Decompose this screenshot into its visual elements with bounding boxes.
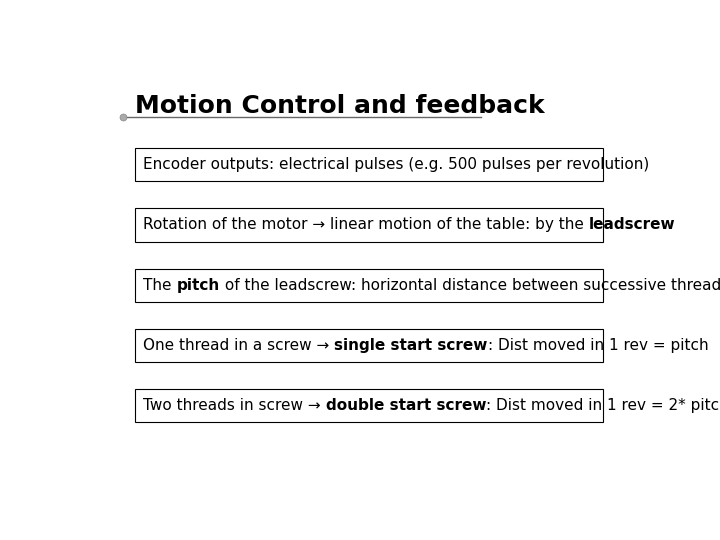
Text: double start screw: double start screw — [325, 399, 486, 413]
Text: single start screw: single start screw — [334, 338, 487, 353]
Text: : Dist moved in 1 rev = pitch: : Dist moved in 1 rev = pitch — [487, 338, 708, 353]
Text: leadscrew: leadscrew — [589, 218, 675, 232]
Text: The: The — [143, 278, 176, 293]
Text: Encoder outputs: electrical pulses (e.g. 500 pulses per revolution): Encoder outputs: electrical pulses (e.g.… — [143, 157, 649, 172]
FancyBboxPatch shape — [135, 148, 603, 181]
FancyBboxPatch shape — [135, 268, 603, 302]
Text: pitch: pitch — [176, 278, 220, 293]
Text: Two threads in screw →: Two threads in screw → — [143, 399, 325, 413]
FancyBboxPatch shape — [135, 329, 603, 362]
Text: : Dist moved in 1 rev = 2* pitch: : Dist moved in 1 rev = 2* pitch — [486, 399, 720, 413]
FancyBboxPatch shape — [135, 389, 603, 422]
FancyBboxPatch shape — [135, 208, 603, 241]
Text: Motion Control and feedback: Motion Control and feedback — [135, 94, 544, 118]
Text: of the leadscrew: horizontal distance between successive threads: of the leadscrew: horizontal distance be… — [220, 278, 720, 293]
Text: Rotation of the motor → linear motion of the table: by the: Rotation of the motor → linear motion of… — [143, 218, 589, 232]
Text: One thread in a screw →: One thread in a screw → — [143, 338, 334, 353]
